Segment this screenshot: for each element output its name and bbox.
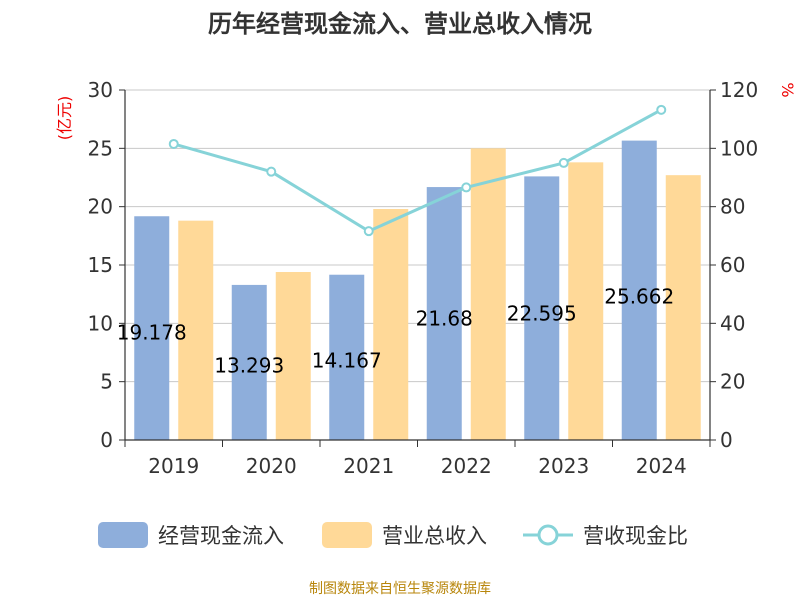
y-right-tick-label: 40	[720, 311, 745, 335]
y-right-tick-label: 120	[720, 78, 758, 102]
bar-cash-inflow	[621, 140, 657, 441]
bar-revenue	[373, 209, 409, 440]
y-right-tick-label: 80	[720, 195, 745, 219]
source-note: 制图数据来自恒生聚源数据库	[309, 581, 491, 597]
y-left-unit: (亿元)	[55, 96, 74, 141]
y-right-tick-label: 60	[720, 253, 745, 277]
bar-data-label: 14.167	[312, 349, 382, 373]
ratio-line-path	[173, 108, 662, 233]
bar-cash-inflow	[231, 284, 267, 440]
x-tick-label: 2019	[148, 454, 199, 478]
bars	[134, 140, 701, 441]
ratio-point	[363, 226, 374, 237]
bar-revenue	[178, 220, 214, 440]
x-tick-label: 2023	[538, 454, 589, 478]
axes: 0 5 10 15 20 25 30 0 20 40 60 80 100 120 2019 2020 2021 2…	[88, 78, 759, 478]
y-right-tick-label: 100	[720, 136, 758, 160]
bar-data-label: 21.68	[416, 307, 473, 331]
bar-cash-inflow	[524, 176, 560, 440]
bar-revenue	[568, 162, 604, 441]
legend-swatch	[98, 522, 148, 548]
bar-cash-inflow	[426, 187, 462, 440]
legend-label: 经营现金流入	[158, 524, 284, 548]
legend: 经营现金流入 营业总收入 营收现金比	[98, 522, 688, 548]
legend-label: 营业总收入	[382, 524, 487, 548]
y-left-tick-label: 15	[88, 253, 113, 277]
x-tick-label: 2024	[636, 454, 687, 478]
y-left-tick-label: 25	[88, 136, 113, 160]
data-labels: 19.178 13.293 14.167 21.68 22.595 25.662	[117, 284, 674, 377]
x-tick-label: 2022	[441, 454, 492, 478]
y-left-tick-label: 0	[100, 428, 113, 452]
y-right-unit: %	[778, 82, 797, 97]
ratio-line	[168, 104, 667, 237]
bar-data-label: 19.178	[117, 321, 187, 345]
x-tick-label: 2021	[343, 454, 394, 478]
y-right-tick-label: 0	[720, 428, 733, 452]
bar-revenue	[470, 148, 506, 441]
ratio-point	[168, 138, 179, 149]
x-tick-label: 2020	[246, 454, 297, 478]
bar-revenue	[275, 272, 311, 440]
chart-title: 历年经营现金流入、营业总收入情况	[208, 10, 592, 38]
y-left-tick-label: 10	[88, 311, 113, 335]
grid	[125, 89, 710, 383]
ratio-point	[558, 157, 569, 168]
y-left-tick-label: 5	[100, 370, 113, 394]
ratio-point	[266, 166, 277, 177]
bar-data-label: 22.595	[507, 301, 577, 325]
legend-swatch	[322, 522, 372, 548]
bar-revenue	[665, 175, 701, 440]
bar-data-label: 13.293	[214, 354, 284, 378]
ratio-point	[461, 182, 472, 193]
bar-cash-inflow	[134, 216, 170, 440]
y-left-tick-label: 20	[88, 195, 113, 219]
y-right-tick-label: 20	[720, 370, 745, 394]
y-left-tick-label: 30	[88, 78, 113, 102]
ratio-point	[656, 104, 667, 115]
legend-marker	[537, 524, 559, 546]
bar-data-label: 25.662	[604, 284, 674, 308]
legend-label: 营收现金比	[583, 524, 688, 548]
bar-cash-inflow	[329, 274, 365, 440]
